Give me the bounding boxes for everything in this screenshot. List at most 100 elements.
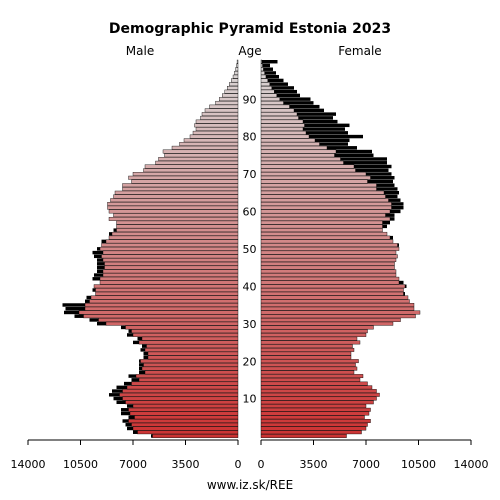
male-bar-age-50 bbox=[99, 246, 239, 251]
male-excess-age-50 bbox=[97, 247, 100, 251]
male-excess-age-47 bbox=[97, 258, 103, 262]
female-bar-age-56 bbox=[260, 224, 383, 229]
female-bar-age-47 bbox=[260, 258, 397, 262]
female-bar-age-77 bbox=[260, 145, 328, 150]
female-bar-age-86 bbox=[260, 112, 298, 117]
female-bar-age-9 bbox=[260, 400, 374, 405]
female-excess-age-38 bbox=[403, 292, 405, 296]
female-excess-age-64 bbox=[385, 194, 398, 199]
male-excess-age-14 bbox=[124, 381, 132, 386]
female-bar-age-54 bbox=[260, 231, 388, 236]
female-excess-age-92 bbox=[274, 89, 297, 94]
female-bar-age-70 bbox=[260, 172, 367, 176]
female-excess-age-94 bbox=[269, 82, 288, 86]
female-bar-age-55 bbox=[260, 228, 383, 233]
female-excess-age-66 bbox=[376, 187, 398, 191]
male-excess-age-35 bbox=[62, 303, 85, 307]
male-excess-age-55 bbox=[113, 228, 117, 232]
male-bar-age-63 bbox=[110, 198, 239, 203]
female-bar-age-12 bbox=[260, 389, 377, 393]
male-label: Male bbox=[126, 44, 154, 58]
male-excess-age-44 bbox=[97, 269, 103, 274]
male-excess-age-49 bbox=[92, 250, 103, 255]
age-tick-90: 90 bbox=[243, 93, 257, 106]
male-excess-age-17 bbox=[139, 370, 145, 375]
female-bar-age-1 bbox=[260, 430, 362, 435]
male-bar-age-94 bbox=[229, 82, 239, 87]
male-bar-age-76 bbox=[162, 149, 239, 154]
female-bar-age-42 bbox=[260, 276, 400, 281]
male-bar-age-65 bbox=[114, 190, 239, 195]
female-bar-age-57 bbox=[260, 220, 383, 225]
female-bar-age-80 bbox=[260, 134, 310, 139]
female-excess-age-41 bbox=[399, 280, 404, 285]
male-bar-age-75 bbox=[164, 153, 239, 158]
female-bar-age-44 bbox=[260, 269, 397, 274]
female-excess-age-75 bbox=[334, 153, 374, 158]
male-bar-age-77 bbox=[171, 145, 239, 150]
female-excess-age-59 bbox=[385, 213, 395, 217]
male-bar-age-6 bbox=[129, 411, 239, 416]
male-bar-age-48 bbox=[101, 254, 239, 259]
female-bar-age-32 bbox=[260, 314, 416, 319]
female-excess-age-40 bbox=[405, 284, 407, 288]
female-bar-age-7 bbox=[260, 407, 371, 412]
male-bar-age-47 bbox=[102, 258, 239, 262]
male-bar-age-72 bbox=[144, 164, 239, 169]
x-tick-label-male-1: 10500 bbox=[63, 458, 98, 471]
age-tick-40: 40 bbox=[243, 280, 257, 293]
female-bar-age-39 bbox=[260, 288, 404, 292]
male-excess-age-7 bbox=[121, 408, 129, 412]
male-bar-age-86 bbox=[201, 112, 239, 117]
female-excess-age-73 bbox=[343, 161, 387, 165]
female-bar-age-17 bbox=[260, 370, 355, 375]
female-bar-age-92 bbox=[260, 89, 275, 94]
female-bar-age-53 bbox=[260, 235, 391, 240]
male-excess-age-37 bbox=[86, 295, 91, 300]
male-bar-age-61 bbox=[107, 205, 239, 210]
male-excess-age-2 bbox=[127, 426, 133, 431]
male-excess-age-18 bbox=[139, 366, 142, 371]
male-bar-age-52 bbox=[105, 239, 239, 244]
female-bar-age-46 bbox=[260, 261, 395, 266]
male-excess-age-9 bbox=[116, 400, 126, 405]
male-bar-age-14 bbox=[131, 381, 239, 386]
male-excess-age-43 bbox=[94, 273, 103, 277]
female-excess-age-58 bbox=[390, 217, 395, 221]
male-bar-age-79 bbox=[183, 138, 239, 143]
age-tick-20: 20 bbox=[243, 355, 257, 368]
male-bar-age-74 bbox=[158, 157, 239, 161]
male-bar-age-73 bbox=[155, 160, 239, 165]
male-bar-age-8 bbox=[132, 404, 239, 408]
female-excess-age-71 bbox=[355, 168, 389, 172]
male-bar-age-85 bbox=[200, 115, 239, 120]
male-bar-age-44 bbox=[102, 269, 239, 274]
female-bar-age-88 bbox=[260, 104, 290, 109]
female-bar-age-28 bbox=[260, 329, 368, 334]
male-bar-age-3 bbox=[131, 422, 239, 427]
age-label: Age bbox=[238, 44, 261, 58]
male-excess-age-42 bbox=[92, 277, 100, 281]
female-excess-age-62 bbox=[391, 202, 404, 206]
female-bar-age-8 bbox=[260, 404, 367, 408]
female-bar-age-63 bbox=[260, 198, 389, 203]
female-bar-age-23 bbox=[260, 347, 355, 352]
female-excess-age-74 bbox=[340, 157, 387, 161]
male-excess-age-31 bbox=[89, 318, 99, 322]
female-bar-age-20 bbox=[260, 359, 359, 364]
male-bar-age-58 bbox=[108, 216, 239, 221]
female-excess-age-85 bbox=[298, 116, 333, 120]
female-bar-age-45 bbox=[260, 265, 395, 270]
male-bar-age-82 bbox=[195, 127, 239, 132]
female-bar-age-68 bbox=[260, 179, 368, 184]
female-excess-age-70 bbox=[366, 172, 392, 176]
male-bar-age-99 bbox=[236, 63, 239, 68]
female-excess-age-86 bbox=[297, 112, 336, 116]
male-bar-age-36 bbox=[89, 299, 239, 304]
male-bar-age-66 bbox=[122, 187, 239, 191]
female-bar-age-82 bbox=[260, 127, 304, 132]
female-bar-age-29 bbox=[260, 325, 374, 330]
male-bar-age-11 bbox=[119, 392, 239, 397]
male-bar-age-30 bbox=[105, 321, 239, 326]
male-bar-age-33 bbox=[78, 310, 239, 315]
